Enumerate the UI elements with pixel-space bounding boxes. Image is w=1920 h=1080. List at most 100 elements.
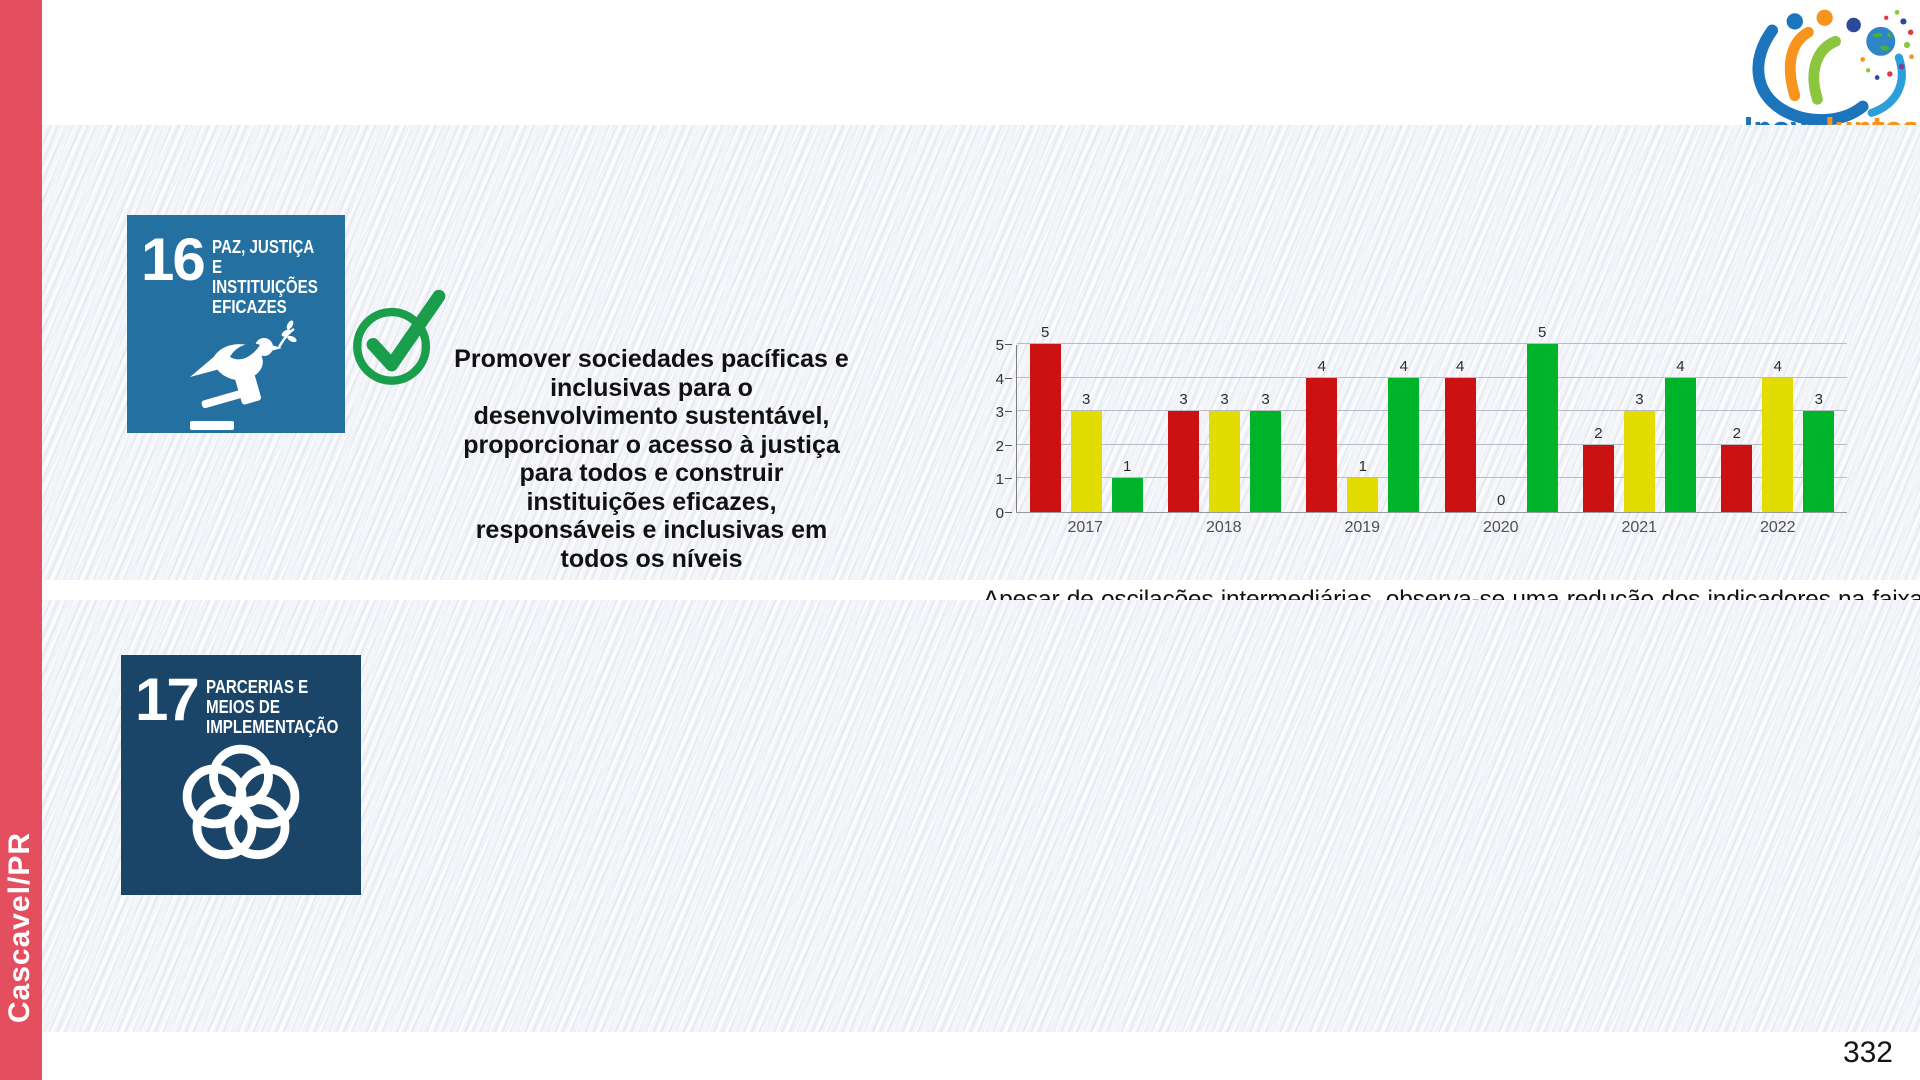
gridline <box>1017 477 1847 479</box>
sdg16-objective: Promover sociedades pacíficas e inclusiv… <box>454 345 849 573</box>
region-spine: Cascavel/PR <box>0 0 42 1080</box>
bar <box>1306 377 1338 512</box>
section-ods-17: 17 PARCERIAS E MEIOS DE IMPLEMENTAÇÃO <box>42 600 1920 1032</box>
y-tick-mark <box>1005 444 1012 446</box>
gridline <box>1017 410 1847 412</box>
sdg16-card-header: 16 PAZ, JUSTIÇA E INSTITUIÇÕES EFICAZES <box>141 226 331 318</box>
y-tick-mark <box>1005 344 1012 345</box>
bar-wrap: 4 <box>1388 357 1420 512</box>
bar-wrap: 4 <box>1306 357 1338 512</box>
x-tick-label: 2019 <box>1344 519 1381 536</box>
bar-wrap: 2 <box>1721 424 1753 512</box>
bar-wrap: 1 <box>1111 458 1143 512</box>
bar-wrap: 5 <box>1029 324 1061 512</box>
year-group: 4 0 5 <box>1432 324 1570 512</box>
sdg16-title: PAZ, JUSTIÇA E INSTITUIÇÕES EFICAZES <box>211 237 318 317</box>
bar-value-label: 1 <box>1122 458 1132 476</box>
y-tick-mark <box>1005 478 1012 480</box>
inovajuntos-logo: InovaJuntos <box>1744 4 1918 143</box>
bar-wrap: 3 <box>1070 391 1102 512</box>
bar-value-label: 3 <box>1179 391 1188 409</box>
section-ods-16: 16 PAZ, JUSTIÇA E INSTITUIÇÕES EFICAZES <box>42 125 1920 705</box>
bar-wrap: 4 <box>1444 357 1476 512</box>
x-tick-label: 2022 <box>1759 519 1796 536</box>
bar <box>1582 444 1614 512</box>
gridline <box>1017 343 1847 344</box>
year-group: 2 4 3 <box>1709 345 1847 512</box>
bar <box>1111 478 1143 512</box>
bar-value-label: 5 <box>1040 324 1050 341</box>
bar-wrap: 4 <box>1762 357 1794 512</box>
year-group: 4 1 4 <box>1294 345 1432 512</box>
page-number: 332 <box>1842 1036 1893 1069</box>
bar <box>1347 478 1379 512</box>
gridline <box>1017 443 1847 445</box>
chart-y-axis: 0 1 2 3 4 5 <box>972 337 1012 522</box>
bar <box>1664 377 1696 512</box>
bar-value-label: 3 <box>1814 391 1823 409</box>
bar-value-label: 0 <box>1496 492 1506 509</box>
gridline <box>1017 376 1847 378</box>
bar <box>1721 444 1753 512</box>
bar-wrap: 5 <box>1526 324 1558 512</box>
chart-x-axis: 2017 2018 2019 2020 2021 2022 <box>1016 519 1847 537</box>
x-tick-label: 2021 <box>1621 519 1658 536</box>
x-tick-label: 2018 <box>1205 519 1242 536</box>
y-tick-label: 0 <box>995 505 1004 522</box>
bar-value-label: 3 <box>1220 391 1229 409</box>
y-tick-label: 5 <box>995 337 1004 354</box>
x-tick-label: 2020 <box>1482 519 1519 536</box>
year-group: 5 3 1 <box>1017 324 1155 512</box>
y-tick-mark <box>1005 512 1012 513</box>
bar <box>1623 411 1655 512</box>
bar <box>1167 411 1199 512</box>
bar-value-label: 2 <box>1732 424 1741 442</box>
region-label: Cascavel/PR <box>3 831 36 1023</box>
bar-wrap: 3 <box>1623 391 1655 512</box>
bar-wrap: 0 <box>1486 492 1517 512</box>
bar-value-label: 4 <box>1399 357 1408 375</box>
inovajuntos-logo-icon: InovaJuntos <box>1744 9 1918 143</box>
y-tick-mark <box>1005 377 1012 379</box>
bar-wrap: 2 <box>1582 424 1614 512</box>
bar-wrap: 3 <box>1167 391 1199 512</box>
y-tick-label: 2 <box>995 437 1004 455</box>
bar <box>1762 377 1794 512</box>
sdg17-card-header: 17 PARCERIAS E MEIOS DE IMPLEMENTAÇÃO <box>135 666 347 738</box>
sdg17-title: PARCERIAS E MEIOS DE IMPLEMENTAÇÃO <box>205 677 339 737</box>
bar-wrap: 1 <box>1347 458 1379 512</box>
year-group: 3 3 3 <box>1155 345 1293 512</box>
sdg16-check-icon <box>352 287 446 389</box>
bar-value-label: 3 <box>1081 391 1091 409</box>
bar-wrap: 3 <box>1208 391 1240 512</box>
bar-wrap: 3 <box>1249 391 1281 512</box>
bar <box>1249 411 1281 512</box>
bar-wrap: 4 <box>1664 357 1696 512</box>
y-tick-label: 4 <box>995 370 1004 388</box>
x-tick-label: 2017 <box>1067 519 1104 536</box>
bar-value-label: 4 <box>1317 357 1326 375</box>
bar-groups: 5 3 1 3 3 3 4 1 4 4 0 5 2 3 4 2 4 3 <box>1017 324 1847 512</box>
bar-value-label: 4 <box>1773 357 1782 375</box>
sdg16-card: 16 PAZ, JUSTIÇA E INSTITUIÇÕES EFICAZES <box>127 215 345 433</box>
bar-value-label: 3 <box>1261 391 1270 409</box>
bar <box>1444 377 1476 512</box>
bar-value-label: 4 <box>1455 357 1465 375</box>
sdg16-number: 16 <box>141 226 206 293</box>
bar-wrap: 3 <box>1803 391 1835 512</box>
bar-value-label: 5 <box>1537 324 1547 341</box>
bar <box>1388 377 1420 512</box>
sdg17-number: 17 <box>135 666 200 733</box>
y-tick-label: 1 <box>995 471 1004 489</box>
chart-plot: 5 3 1 3 3 3 4 1 4 4 0 5 2 3 4 2 4 3 <box>1016 324 1847 513</box>
bar <box>1526 344 1558 512</box>
bar-value-label: 2 <box>1594 424 1603 442</box>
bar-value-label: 4 <box>1676 357 1685 375</box>
year-group: 2 3 4 <box>1570 345 1708 512</box>
bar-value-label: 3 <box>1635 391 1644 409</box>
sdg16-dove-icon <box>141 317 331 437</box>
bar-value-label: 1 <box>1358 458 1367 476</box>
sdg17-circles-icon <box>135 737 347 869</box>
bar <box>1029 344 1061 512</box>
